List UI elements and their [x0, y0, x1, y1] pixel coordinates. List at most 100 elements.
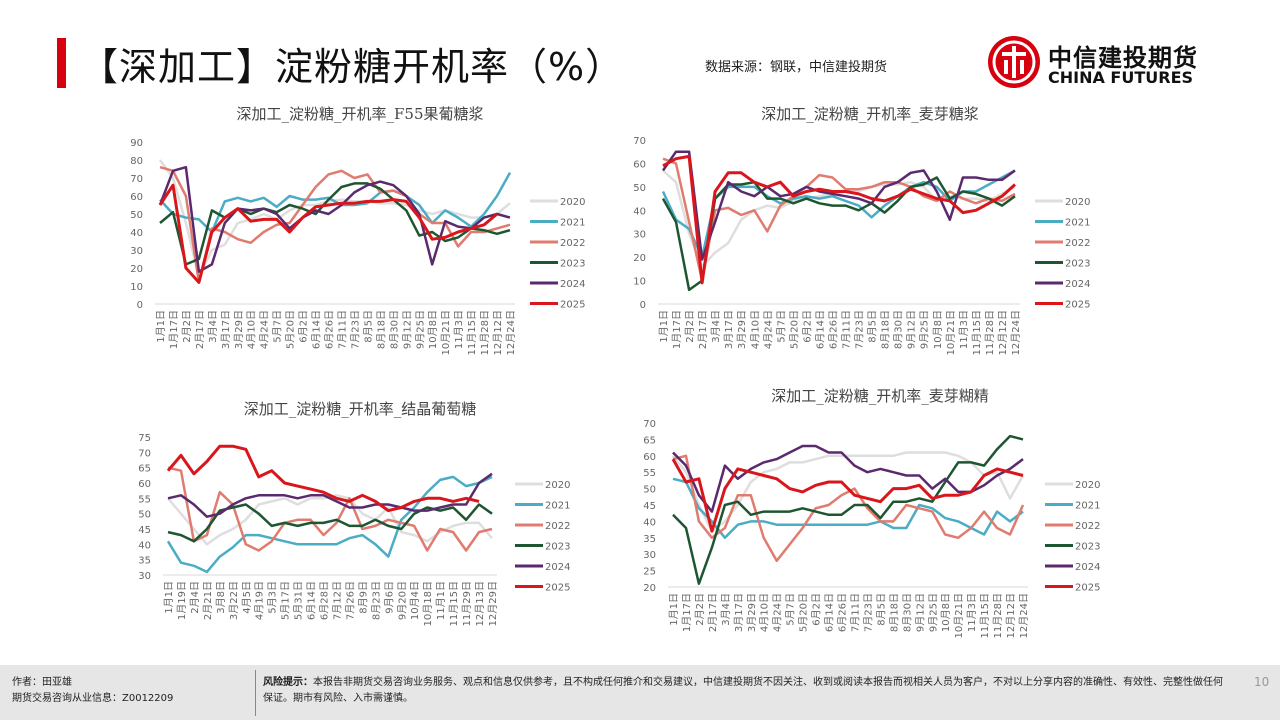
x-tick-label: 5月31日: [293, 581, 305, 620]
series-line-2024: [167, 472, 493, 518]
x-tick-label: 3月22日: [228, 581, 240, 620]
series-line-2025: [662, 154, 1017, 285]
x-tick-label: 12月12日: [997, 310, 1009, 355]
legend-label: 2021: [1075, 501, 1100, 512]
x-tick-label: 2月21日: [202, 581, 214, 620]
x-tick-label: 1月19日: [176, 581, 188, 620]
x-tick-label: 2月2日: [181, 310, 193, 343]
x-tick-label: 5月7日: [785, 593, 797, 626]
legend-label: 2021: [560, 218, 585, 229]
x-tick-label: 7月11日: [841, 310, 853, 349]
y-tick-label: 50: [138, 510, 151, 521]
y-tick-label: 35: [643, 534, 656, 545]
x-tick-label: 11月29日: [461, 581, 473, 626]
x-tick-label: 8月30日: [388, 310, 400, 349]
x-tick-label: 9月6日: [383, 581, 395, 614]
y-tick-label: 70: [633, 136, 646, 147]
x-tick-label: 7月12日: [331, 581, 343, 620]
y-tick-label: 75: [138, 433, 151, 444]
chart-title: 深加工_淀粉糖_开机率_结晶葡萄糖: [244, 400, 477, 418]
y-tick-label: 70: [130, 174, 143, 185]
y-tick-label: 20: [130, 264, 143, 275]
legend-label: 2023: [560, 259, 585, 270]
x-tick-label: 8月30日: [901, 593, 913, 632]
x-tick-label: 7月11日: [336, 310, 348, 349]
x-tick-label: 12月24日: [1010, 310, 1022, 355]
x-tick-label: 11月15日: [466, 310, 478, 355]
legend-label: 2022: [1065, 238, 1090, 249]
x-tick-label: 1月17日: [681, 593, 693, 632]
series-line-2023: [672, 434, 1024, 585]
series-line-2024: [672, 444, 1024, 513]
x-tick-label: 8月18日: [375, 310, 387, 349]
x-tick-label: 2月17日: [194, 310, 206, 349]
chart-2: 深加工_淀粉糖_开机率_麦芽糖浆 0 10 20 30 40 50 60 70 1月1日 1月17日…: [633, 105, 1090, 355]
y-tick-label: 30: [130, 246, 143, 257]
x-tick-label: 6月14日: [306, 581, 318, 620]
y-tick-label: 55: [643, 468, 656, 479]
company-logo: 中信建投期货 CHINA FUTURES: [988, 36, 1228, 92]
x-tick-label: 3月17日: [220, 310, 232, 349]
legend-label: 2020: [560, 197, 585, 208]
series-line-2025: [166, 444, 480, 513]
y-tick-label: 30: [138, 571, 151, 582]
y-tick-label: 60: [643, 452, 656, 463]
x-tick-label: 10月8日: [427, 310, 439, 349]
legend-label: 2023: [1065, 259, 1090, 270]
legend-label: 2020: [1075, 480, 1100, 491]
x-tick-label: 12月13日: [474, 581, 486, 626]
page-number: 10: [1254, 675, 1270, 689]
legend-label: 2025: [560, 300, 585, 311]
legend-label: 2022: [545, 521, 570, 532]
chart-title: 深加工_淀粉糖_开机率_麦芽糖浆: [761, 105, 979, 123]
author-info: 作者：田亚雄 期货交易咨询从业信息：Z0012209: [12, 675, 173, 707]
author: 作者：田亚雄: [12, 677, 72, 688]
y-tick-label: 30: [643, 550, 656, 561]
x-tick-label: 12月12日: [492, 310, 504, 355]
y-tick-label: 10: [130, 282, 143, 293]
x-tick-label: 12月29日: [487, 581, 499, 626]
legend-label: 2024: [560, 279, 585, 290]
legend-label: 2024: [1065, 279, 1090, 290]
logo-text-en: CHINA FUTURES: [1048, 68, 1194, 87]
series-line-2021: [672, 477, 1024, 540]
x-tick-label: 2月2日: [684, 310, 696, 343]
x-tick-label: 3月17日: [723, 310, 735, 349]
x-tick-label: 7月11日: [849, 593, 861, 632]
x-tick-label: 2月2日: [694, 593, 706, 626]
series-line-2024: [158, 165, 511, 273]
y-tick-label: 70: [643, 419, 656, 430]
y-tick-label: 60: [138, 479, 151, 490]
legend-label: 2025: [1065, 300, 1090, 311]
page-title: 【深加工】淀粉糖开机率（%）: [80, 45, 625, 89]
series-line-2022: [672, 454, 1025, 563]
legend-label: 2021: [1065, 218, 1090, 229]
x-tick-label: 4月24日: [772, 593, 784, 632]
x-tick-label: 4月10日: [246, 310, 258, 349]
series-line-2021: [166, 475, 493, 574]
legend-label: 2025: [1075, 583, 1100, 594]
x-tick-label: 12月24日: [505, 310, 517, 355]
legend-label: 2024: [1075, 562, 1100, 573]
y-tick-label: 10: [633, 277, 646, 288]
y-tick-label: 60: [130, 192, 143, 203]
series-line-2023: [159, 182, 511, 266]
x-tick-label: 6月26日: [827, 310, 839, 349]
x-tick-label: 6月26日: [324, 310, 336, 349]
legend-label: 2023: [545, 542, 570, 553]
x-tick-label: 10月21日: [953, 593, 965, 638]
x-tick-label: 9月20日: [396, 581, 408, 620]
y-tick-label: 65: [138, 464, 151, 475]
x-tick-label: 3月29日: [746, 593, 758, 632]
x-tick-label: 6月2日: [801, 310, 813, 343]
x-tick-label: 11月15日: [971, 310, 983, 355]
x-tick-label: 8月18日: [888, 593, 900, 632]
x-tick-label: 11月1日: [435, 581, 447, 620]
legend-label: 2024: [545, 562, 570, 573]
y-tick-label: 30: [633, 230, 646, 241]
x-tick-label: 1月17日: [168, 310, 180, 349]
x-tick-label: 6月14日: [311, 310, 323, 349]
x-tick-label: 11月3日: [453, 310, 465, 349]
x-tick-label: 10月18日: [422, 581, 434, 626]
x-tick-label: 9月25日: [414, 310, 426, 349]
